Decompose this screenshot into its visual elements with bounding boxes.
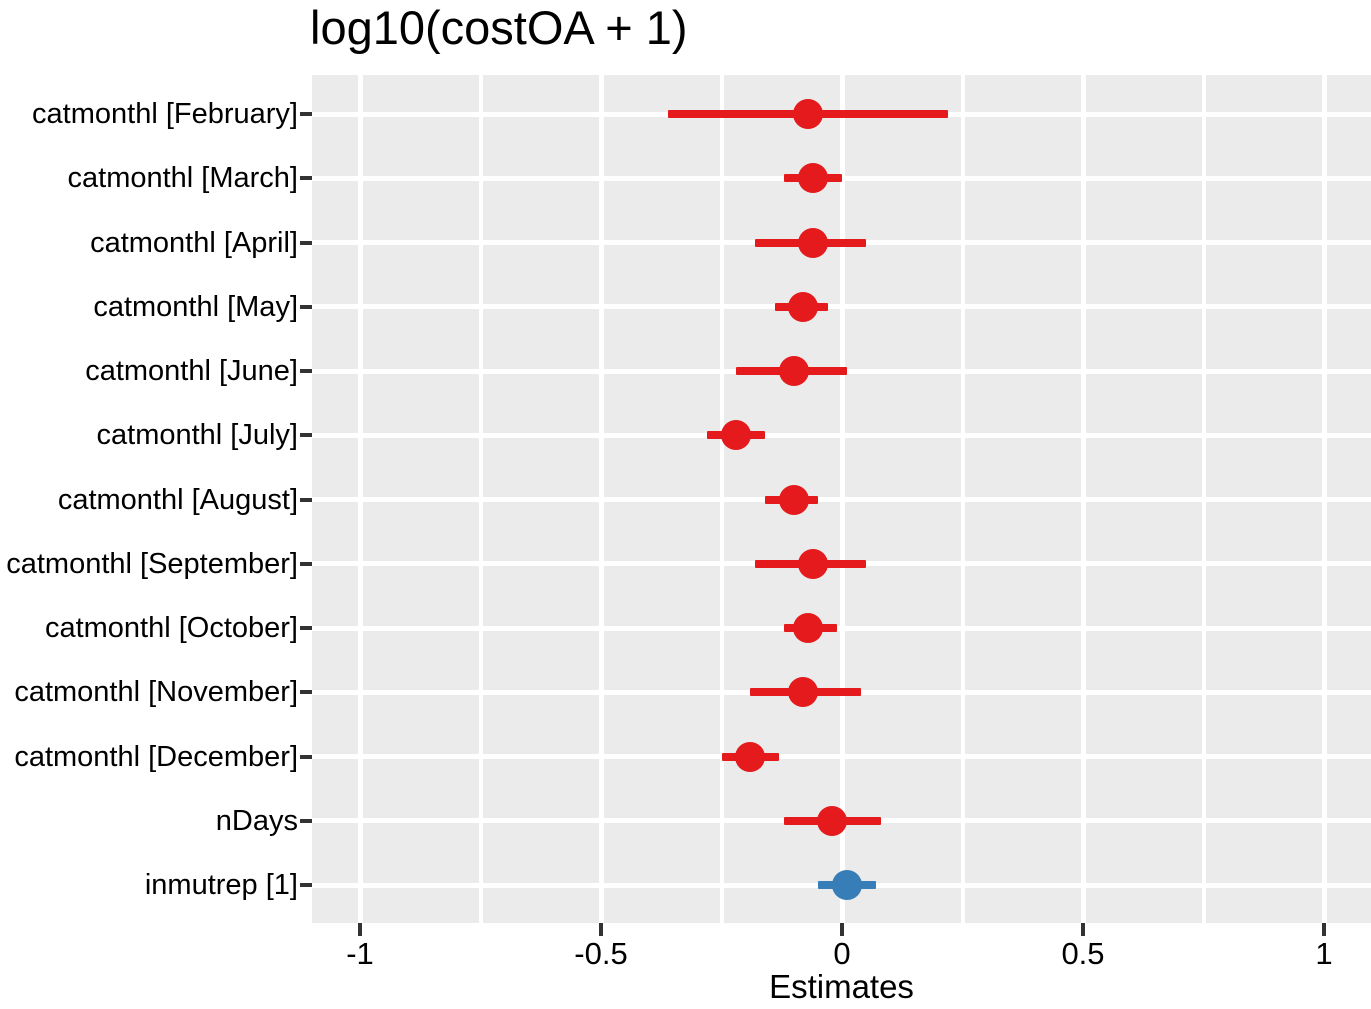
estimate-point — [798, 163, 829, 194]
h-gridline — [312, 304, 1371, 310]
x-tick-label: 0 — [833, 936, 851, 971]
y-axis-tick — [300, 433, 312, 438]
h-gridline — [312, 625, 1371, 631]
y-axis-label: catmonthl [February] — [32, 98, 298, 130]
estimate-point — [788, 291, 819, 322]
estimate-point — [793, 99, 824, 129]
estimate-point — [788, 677, 819, 708]
y-axis-tick — [300, 304, 312, 309]
x-axis-tick — [1322, 923, 1326, 936]
x-axis-label: Estimates — [769, 968, 914, 1005]
y-axis-label: catmonthl [December] — [14, 740, 298, 773]
y-axis-tick — [300, 818, 312, 823]
y-axis-tick — [300, 112, 312, 116]
estimate-point — [735, 741, 766, 772]
y-axis-tick — [300, 690, 312, 695]
y-axis-label: catmonthl [April] — [90, 226, 298, 259]
y-axis-label: catmonthl [November] — [14, 676, 298, 709]
x-axis-tick — [840, 923, 844, 936]
y-axis-label: catmonthl [September] — [6, 547, 298, 580]
y-axis-tick — [300, 561, 312, 566]
y-axis-tick — [300, 883, 312, 887]
x-tick-label: 1 — [1315, 936, 1333, 971]
y-axis-tick — [300, 176, 312, 181]
y-axis-label: catmonthl [August] — [57, 483, 298, 516]
y-axis-tick — [300, 240, 312, 245]
plot-title: log10(costOA + 1) — [310, 1, 688, 54]
y-axis-label: catmonthl [July] — [96, 419, 298, 452]
estimate-point — [798, 227, 829, 258]
y-axis-tick — [300, 754, 312, 759]
estimate-point — [817, 805, 848, 836]
y-axis-label: nDays — [215, 804, 298, 837]
estimate-point — [798, 548, 829, 579]
y-axis-label: inmutrep [1] — [144, 869, 298, 901]
y-axis-tick — [300, 626, 312, 630]
estimate-point — [831, 870, 862, 900]
x-tick-label: -0.5 — [574, 936, 628, 971]
y-axis-label: catmonthl [May] — [93, 290, 298, 323]
estimate-point — [778, 356, 809, 386]
x-tick-label: 0.5 — [1061, 936, 1105, 971]
estimate-point — [793, 613, 824, 643]
h-gridline — [312, 432, 1371, 438]
plot-panel — [312, 75, 1371, 923]
y-axis-label: catmonthl [October] — [44, 612, 298, 644]
y-axis-label: catmonthl [March] — [67, 162, 298, 195]
estimate-point — [778, 484, 809, 515]
y-axis-tick — [300, 369, 312, 373]
x-axis-tick — [599, 923, 603, 936]
estimate-point — [720, 420, 751, 451]
h-gridline — [312, 754, 1371, 759]
y-axis-tick — [300, 497, 312, 502]
x-tick-label: -1 — [346, 936, 374, 971]
h-gridline — [312, 497, 1371, 502]
y-axis-label: catmonthl [June] — [85, 355, 298, 387]
x-axis-tick — [1081, 923, 1085, 936]
x-axis-tick — [358, 923, 362, 936]
